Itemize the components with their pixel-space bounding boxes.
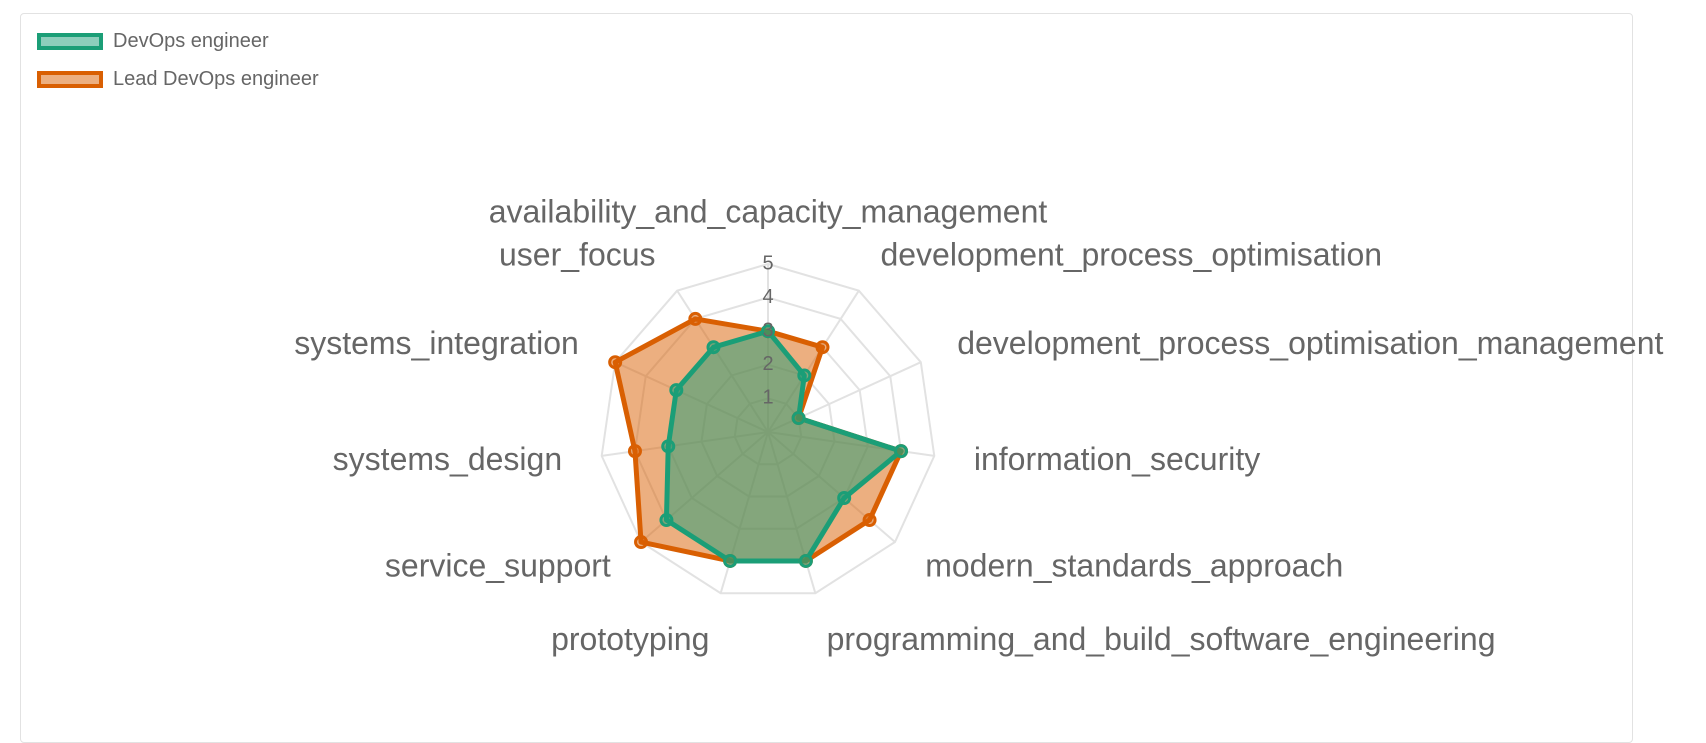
tick-label: 1 — [762, 387, 773, 409]
tick-label: 4 — [762, 286, 773, 308]
data-point — [723, 553, 738, 568]
chart-card — [20, 13, 1633, 743]
axis-label: systems_design — [333, 441, 562, 477]
legend-item-devops-engineer[interactable]: DevOps engineer — [37, 28, 319, 55]
legend-swatch-devops-engineer — [37, 33, 103, 50]
data-point — [761, 324, 775, 339]
data-point — [862, 513, 877, 528]
data-point — [659, 513, 674, 528]
radar-chart: 1 2 3 4 5 availability_and_capacity_managemen… — [294, 193, 1663, 657]
axis-label: availability_and_capacity_management — [489, 193, 1048, 229]
tick-label: 3 — [762, 319, 773, 341]
axis-label: development_process_optimisation_managem… — [957, 325, 1663, 361]
axis-label: modern_standards_approach — [925, 548, 1343, 584]
axis-label: service_support — [385, 548, 611, 584]
data-point — [634, 535, 649, 550]
data-point — [706, 340, 721, 355]
tick-label: 2 — [762, 353, 773, 375]
legend-label: DevOps engineer — [113, 30, 269, 52]
axis-label: programming_and_build_software_engineeri… — [827, 621, 1496, 657]
axis-label: development_process_optimisation — [880, 236, 1382, 272]
data-point — [791, 411, 806, 426]
data-point — [608, 355, 623, 370]
data-point — [627, 444, 642, 459]
axis-label: systems_integration — [294, 325, 579, 361]
legend: DevOps engineer Lead DevOps engineer — [37, 28, 319, 104]
data-point — [669, 383, 684, 398]
grid-ring-5 — [600, 262, 936, 595]
data-point — [798, 553, 813, 568]
data-point — [688, 311, 703, 326]
axis-label: information_security — [974, 441, 1260, 477]
legend-label: Lead DevOps engineer — [113, 68, 319, 90]
data-point — [661, 439, 676, 454]
series-area-0 — [663, 328, 904, 564]
tick-label: 5 — [762, 252, 773, 274]
data-point — [797, 368, 812, 383]
data-point — [894, 444, 909, 459]
axis-label: prototyping — [551, 621, 709, 657]
legend-item-lead-devops-engineer[interactable]: Lead DevOps engineer — [37, 66, 319, 93]
axis-label: user_focus — [499, 236, 656, 272]
data-point — [815, 340, 830, 355]
data-point — [837, 491, 852, 506]
legend-swatch-lead-devops-engineer — [37, 71, 103, 88]
